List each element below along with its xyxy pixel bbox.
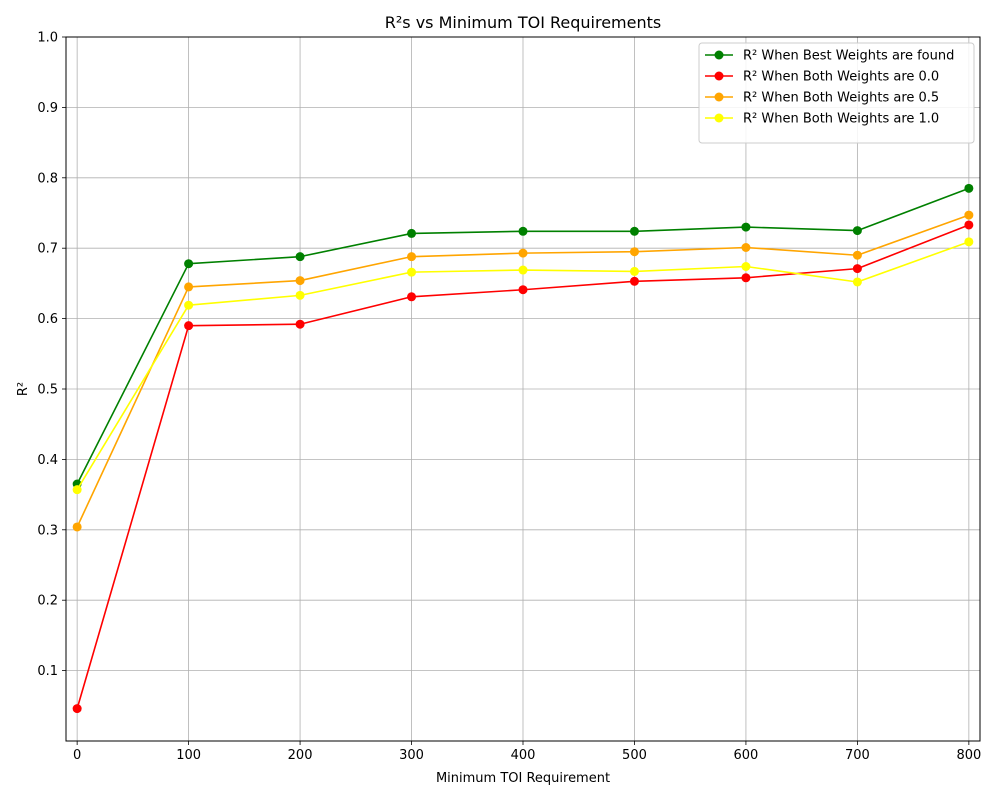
x-tick-label: 100 xyxy=(176,748,201,763)
data-point xyxy=(741,242,751,252)
y-axis-label: R² xyxy=(16,382,31,396)
data-point xyxy=(518,248,528,258)
grid xyxy=(66,36,980,741)
legend-box xyxy=(698,42,975,144)
legend-label: R² When Best Weights are found xyxy=(743,49,954,64)
data-point xyxy=(964,237,974,247)
data-point xyxy=(852,226,862,236)
data-point xyxy=(964,220,974,230)
legend-marker xyxy=(714,71,724,81)
axis-ticks: 0 100 200 300 400 500 600 700 800 0.1 0.2 0.3 0.4 0.5… xyxy=(37,31,981,764)
x-tick-label: 0 xyxy=(73,748,81,763)
data-point xyxy=(518,285,528,295)
x-tick-label: 500 xyxy=(622,748,647,763)
legend-marker xyxy=(714,113,724,123)
data-point xyxy=(184,300,194,310)
series-1 xyxy=(72,220,974,714)
y-tick-label: 0.9 xyxy=(37,101,58,116)
data-point xyxy=(184,259,194,269)
plot-series xyxy=(72,183,974,714)
data-point xyxy=(72,522,82,532)
data-point xyxy=(184,282,194,292)
y-tick-label: 0.4 xyxy=(37,453,58,468)
x-tick-label: 200 xyxy=(288,748,313,763)
data-point xyxy=(295,252,305,262)
x-axis-label: Minimum TOI Requirement xyxy=(436,771,610,786)
legend-label: R² When Both Weights are 0.0 xyxy=(743,70,939,85)
data-point xyxy=(629,266,639,276)
data-point xyxy=(72,704,82,714)
y-tick-label: 0.7 xyxy=(37,242,58,257)
legend: R² When Best Weights are found R² When Bo… xyxy=(698,42,975,144)
data-point xyxy=(72,485,82,495)
data-point xyxy=(741,273,751,283)
data-point xyxy=(407,252,417,262)
data-point xyxy=(741,222,751,232)
x-tick-label: 700 xyxy=(845,748,870,763)
data-point xyxy=(407,267,417,277)
series-0 xyxy=(72,183,974,489)
data-point xyxy=(629,226,639,236)
data-point xyxy=(518,265,528,275)
legend-label: R² When Both Weights are 0.5 xyxy=(743,91,939,106)
x-tick-label: 300 xyxy=(399,748,424,763)
x-tick-label: 400 xyxy=(511,748,536,763)
legend-label: R² When Both Weights are 1.0 xyxy=(743,112,939,127)
legend-marker xyxy=(714,92,724,102)
series-2 xyxy=(72,210,974,532)
series-3 xyxy=(72,237,974,495)
legend-marker xyxy=(714,50,724,60)
y-tick-label: 0.1 xyxy=(37,664,58,679)
data-point xyxy=(407,292,417,302)
data-point xyxy=(518,226,528,236)
data-point xyxy=(629,247,639,257)
data-point xyxy=(964,183,974,193)
data-point xyxy=(852,250,862,260)
data-point xyxy=(852,264,862,274)
data-point xyxy=(295,290,305,300)
data-point xyxy=(295,319,305,329)
x-tick-label: 800 xyxy=(956,748,981,763)
y-tick-label: 0.3 xyxy=(37,523,58,538)
chart-title: R²s vs Minimum TOI Requirements xyxy=(385,13,661,32)
x-tick-label: 600 xyxy=(734,748,759,763)
data-point xyxy=(741,262,751,272)
y-tick-label: 0.6 xyxy=(37,312,58,327)
y-tick-label: 0.5 xyxy=(37,383,58,398)
data-point xyxy=(295,276,305,286)
data-point xyxy=(184,321,194,331)
y-tick-label: 0.8 xyxy=(37,171,58,186)
data-point xyxy=(407,228,417,238)
data-point xyxy=(852,277,862,287)
data-point xyxy=(964,210,974,220)
y-tick-label: 0.2 xyxy=(37,594,58,609)
y-tick-label: 1.0 xyxy=(37,31,58,46)
data-point xyxy=(629,276,639,286)
